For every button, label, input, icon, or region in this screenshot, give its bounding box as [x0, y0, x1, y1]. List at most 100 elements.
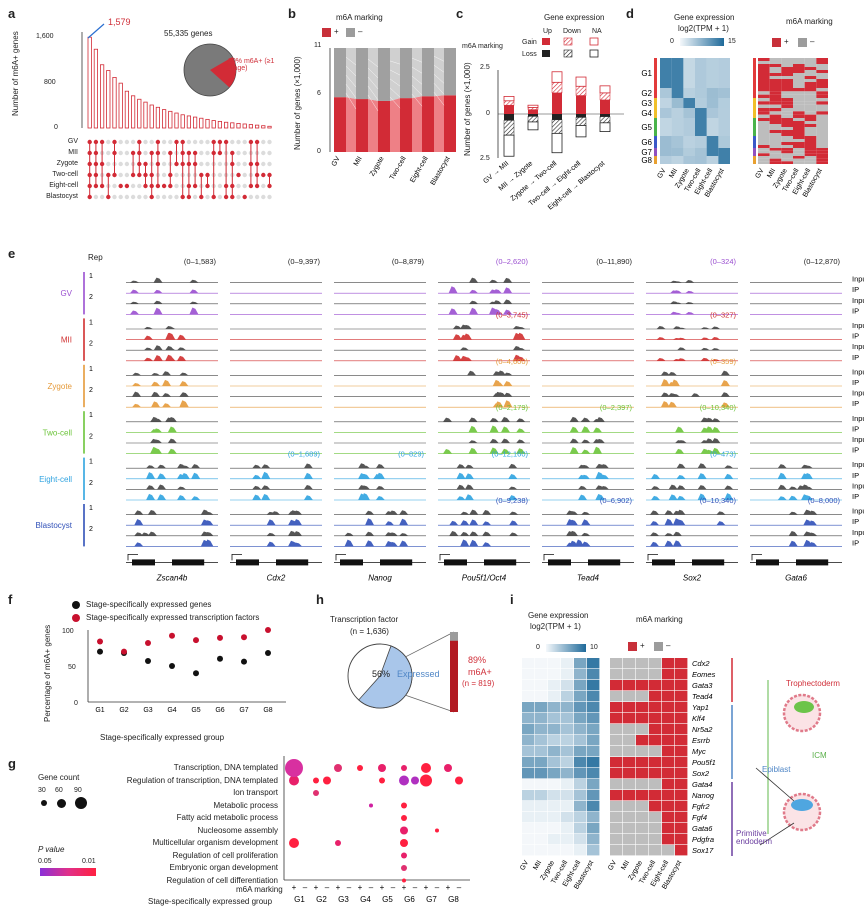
i-m6a-cell — [623, 768, 636, 779]
d-m6a-cell — [816, 104, 828, 108]
a-bar — [205, 118, 210, 129]
d-group-bar — [753, 108, 756, 118]
i-m6a-cell — [636, 823, 649, 834]
e-signal-peak — [334, 485, 426, 490]
panel-g-p-max: 0.01 — [82, 858, 96, 865]
d-m6a-cell — [758, 118, 770, 121]
d-m6a-cell — [781, 58, 793, 61]
a-matrix-dot — [217, 161, 223, 167]
i-m6a-cell — [675, 669, 688, 680]
i-m6a-cell — [623, 834, 636, 845]
a-bar — [124, 90, 129, 129]
e-signal-peak — [438, 391, 530, 397]
i-expr-cell — [548, 702, 561, 713]
b-bar-minus — [444, 48, 456, 96]
i-m6a-cell — [662, 779, 675, 790]
i-gene-label: Sox17 — [692, 846, 714, 855]
panel-d-scale-max: 15 — [728, 38, 736, 45]
a-matrix-dot — [261, 183, 266, 189]
d-expr-cell — [718, 98, 730, 108]
d-expr-cell — [718, 118, 730, 136]
e-track-type: IP — [852, 517, 859, 526]
e-exon — [484, 559, 517, 566]
b-bar-plus — [422, 96, 434, 152]
e-signal-peak — [126, 345, 218, 351]
d-m6a-cell — [793, 130, 805, 133]
i-m6a-cell — [675, 691, 688, 702]
a-matrix-dot — [137, 183, 142, 189]
i-m6a-cell — [636, 834, 649, 845]
d-expr-cell — [660, 136, 672, 148]
i-m6a-cell — [623, 801, 636, 812]
d-m6a-cell — [758, 108, 770, 112]
a-bar — [162, 109, 167, 129]
panel-b-ytick: 0 — [317, 148, 321, 155]
d-m6a-cell — [781, 133, 793, 136]
e-track-type: Input — [852, 507, 864, 516]
e-signal-peak — [646, 401, 738, 408]
e-signal-peak — [126, 391, 218, 397]
a-bar — [174, 112, 179, 129]
i-m6a-cell — [610, 669, 623, 680]
e-signal-peak — [230, 493, 322, 500]
a-matrix-dot — [161, 161, 167, 167]
i-expr-cell — [574, 768, 587, 779]
c-bar-loss-up — [600, 114, 610, 117]
d-group-bar — [753, 156, 756, 164]
i-expr-cell — [535, 779, 548, 790]
i-m6a-cell — [649, 845, 662, 856]
e-signal-peak — [230, 463, 322, 469]
e-rep-number: 1 — [89, 319, 93, 326]
a-matrix-dot — [99, 194, 105, 200]
i-expr-cell — [522, 680, 535, 691]
e-signal-peak — [646, 347, 738, 351]
d-group-bar — [654, 118, 657, 136]
i-m6a-cell — [649, 702, 662, 713]
i-expr-cell — [587, 658, 600, 669]
i-expr-cell — [522, 845, 535, 856]
d-group-label: G4 — [641, 109, 652, 118]
d-m6a-cell — [758, 73, 770, 76]
d-x-tick-expr: GV — [656, 167, 667, 180]
d-expr-cell — [695, 88, 707, 98]
g-x-sign: – — [303, 883, 308, 892]
e-signal-peak — [646, 417, 738, 422]
i-expr-cell — [522, 812, 535, 823]
d-expr-cell — [660, 108, 672, 118]
d-m6a-cell — [769, 58, 782, 61]
e-signal-peak — [646, 301, 738, 304]
e-signal-peak — [646, 438, 738, 443]
d-expr-cell — [683, 148, 695, 156]
d-m6a-cell — [758, 79, 770, 82]
a-pie-m6a-slice — [210, 57, 237, 88]
a-matrix-dot — [236, 161, 241, 167]
d-m6a-cell — [769, 91, 782, 95]
i-gene-label: Esrrb — [692, 736, 710, 745]
e-track-type: Input — [852, 389, 864, 398]
i-expr-cell — [522, 801, 535, 812]
i-expr-cell — [587, 834, 600, 845]
d-m6a-cell — [769, 79, 782, 82]
b-flow-minus — [412, 48, 422, 99]
d-m6a-cell — [816, 127, 828, 130]
g-x-sign: + — [358, 883, 363, 892]
c-bar-gain-up — [528, 109, 538, 114]
d-m6a-cell — [758, 91, 770, 95]
e-signal-peak — [542, 539, 634, 547]
g-x-sign: + — [424, 883, 429, 892]
d-expr-cell — [706, 108, 719, 118]
a-matrix-dot — [118, 183, 123, 189]
d-expr-cell — [683, 118, 695, 136]
i-m6a-cell — [636, 845, 649, 856]
i-expr-cell — [522, 669, 535, 680]
a-matrix-dot — [217, 183, 223, 189]
g-dot — [435, 828, 439, 833]
i-expr-cell — [535, 713, 548, 724]
e-signal-peak — [646, 493, 738, 500]
d-m6a-cell — [781, 94, 793, 98]
d-expr-cell — [671, 98, 684, 108]
a-matrix-dot — [254, 194, 260, 200]
i-blastocyst-epi-cells — [791, 799, 813, 811]
i-expr-cell — [535, 658, 548, 669]
